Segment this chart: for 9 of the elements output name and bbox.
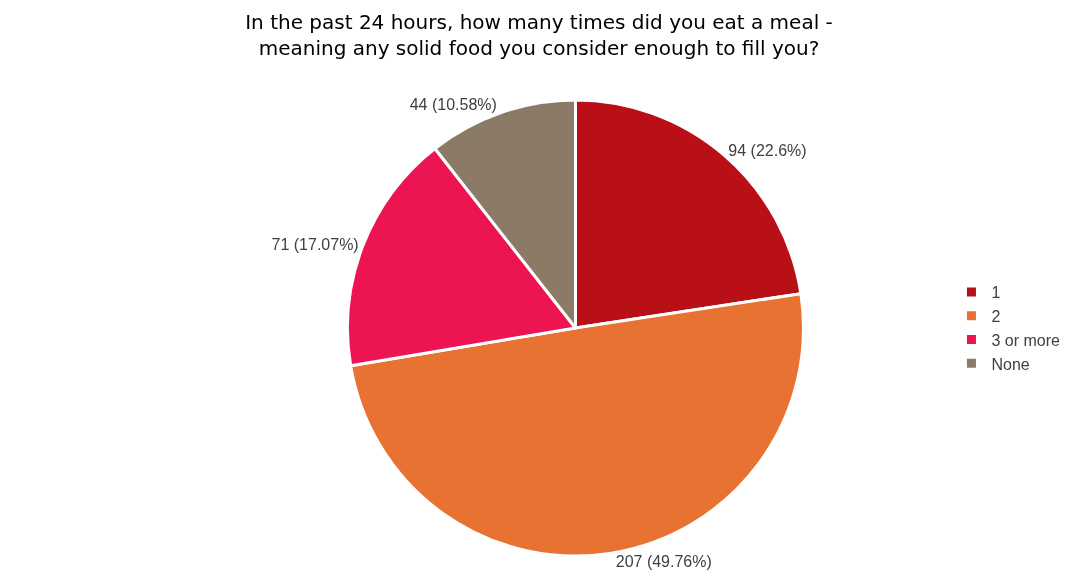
data-label: 207 (49.76%) [615,552,712,570]
data-label: 44 (10.58%) [409,96,497,114]
data-label: 71 (17.07%) [271,235,359,253]
legend-label: 2 [991,307,1001,325]
legend-label: 3 or more [991,331,1061,349]
legend-label: None [991,355,1030,373]
legend-label: 1 [991,284,1001,302]
chart-title: In the past 24 hours, how many times did you eat a meal - meaning any solid food you consider enough to fill you? [245,9,833,60]
data-label: 94 (22.6%) [728,141,807,159]
